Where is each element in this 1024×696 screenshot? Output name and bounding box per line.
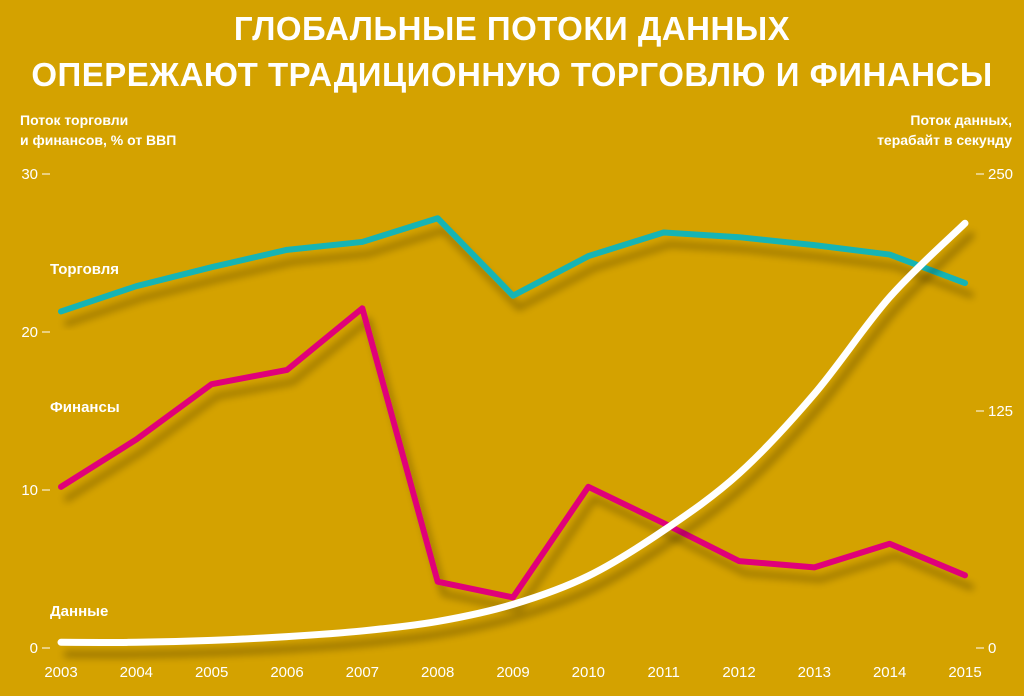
right-axis-title: Поток данных, терабайт в секунду: [877, 110, 1012, 150]
series-line-finance: [58, 305, 968, 601]
x-axis: 2003 2004 2005 2006 2007 2008 2009 2010 2011 2012…: [44, 664, 981, 681]
chart-title-line1: ГЛОБАЛЬНЫЕ ПОТОКИ ДАННЫХ: [233, 10, 791, 47]
series-label-trade: Торговля: [50, 261, 119, 278]
left-axis: 0 10 20 30: [21, 166, 50, 657]
x-tick-label: 2014: [873, 664, 906, 681]
x-tick-label: 2013: [798, 664, 831, 681]
x-tick-label: 2012: [722, 664, 755, 681]
series-labels: Торговля Финансы Данные: [50, 261, 120, 620]
x-tick-label: 2007: [346, 664, 379, 681]
series-lines: [57, 215, 969, 646]
series-label-data: Данные: [50, 603, 108, 620]
x-tick-label: 2006: [270, 664, 303, 681]
left-tick-label: 10: [21, 482, 38, 499]
left-tick-label: 30: [21, 166, 38, 183]
left-tick-label: 0: [30, 640, 38, 657]
x-tick-label: 2009: [496, 664, 529, 681]
x-tick-label: 2008: [421, 664, 454, 681]
x-tick-label: 2004: [120, 664, 153, 681]
right-axis-title-line2: терабайт в секунду: [877, 132, 1012, 148]
x-tick-label: 2003: [44, 664, 77, 681]
left-axis-title-line1: Поток торговли: [20, 112, 129, 128]
right-axis: 0 125 250: [976, 166, 1013, 657]
x-tick-label: 2015: [948, 664, 981, 681]
right-axis-title-line1: Поток данных,: [910, 112, 1012, 128]
left-axis-title: Поток торговли и финансов, % от ВВП: [20, 110, 176, 150]
right-tick-label: 250: [988, 166, 1013, 183]
series-line-data: [57, 219, 969, 646]
left-axis-title-line2: и финансов, % от ВВП: [20, 132, 177, 148]
x-tick-label: 2010: [572, 664, 605, 681]
series-label-finance: Финансы: [50, 399, 120, 416]
x-tick-label: 2005: [195, 664, 228, 681]
series-line-trade: [58, 215, 968, 315]
right-tick-label: 0: [988, 640, 996, 657]
left-tick-label: 20: [21, 324, 38, 341]
right-tick-label: 125: [988, 403, 1013, 420]
x-tick-label: 2011: [648, 664, 680, 681]
chart-title-line2: ОПЕРЕЖАЮТ ТРАДИЦИОННУЮ ТОРГОВЛЮ И ФИНАНС…: [31, 56, 993, 93]
